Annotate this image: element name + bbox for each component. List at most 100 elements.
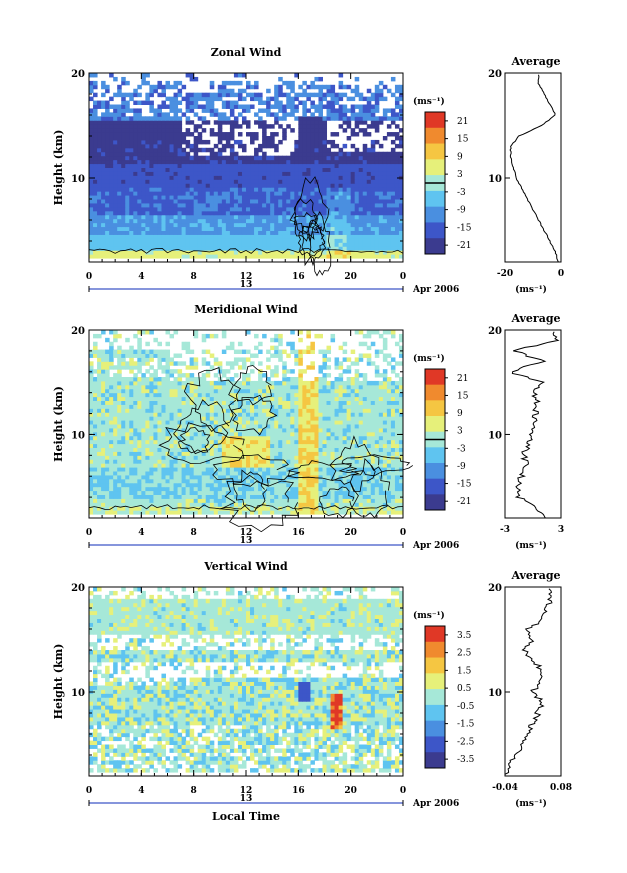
heatmap-cell <box>350 206 356 212</box>
heatmap-cell <box>197 230 203 235</box>
heatmap-cell <box>294 116 299 121</box>
heatmap-cell <box>266 124 271 129</box>
heatmap-cell <box>302 494 307 499</box>
heatmap-cell <box>197 439 203 445</box>
heatmap-cell <box>298 84 303 90</box>
heatmap-cell <box>121 250 126 255</box>
heatmap-cell <box>378 230 384 235</box>
heatmap-cell <box>125 238 130 243</box>
heatmap-cell <box>133 246 138 251</box>
heatmap-cell <box>382 451 388 456</box>
heatmap-cell <box>354 187 360 192</box>
heatmap-cell <box>117 128 122 133</box>
heatmap-cell <box>149 187 154 192</box>
heatmap-cell <box>185 242 191 247</box>
heatmap-cell <box>314 171 319 176</box>
heatmap-cell <box>125 250 130 255</box>
heatmap-cell <box>113 478 118 484</box>
heatmap-cell <box>233 191 239 196</box>
heatmap-cell <box>161 494 166 499</box>
heatmap-cell <box>93 218 98 224</box>
heatmap-cell <box>326 502 332 507</box>
heatmap-cell <box>121 108 126 113</box>
heatmap-cell <box>149 132 154 137</box>
heatmap-cell <box>229 443 235 448</box>
heatmap-cell <box>250 506 255 511</box>
heatmap-cell <box>258 191 263 196</box>
heatmap-cell <box>258 92 263 98</box>
heatmap-cell <box>185 226 191 231</box>
heatmap-cell <box>250 163 255 168</box>
heatmap-cell <box>201 159 207 165</box>
heatmap-cell <box>282 199 287 204</box>
heatmap-cell <box>266 490 271 495</box>
heatmap-cell <box>161 455 166 460</box>
heatmap-cell <box>229 202 235 208</box>
heatmap-cell <box>358 226 364 231</box>
heatmap-cell <box>342 238 348 243</box>
heatmap-cell <box>374 124 380 129</box>
heatmap-cell <box>270 467 275 472</box>
heatmap-cell <box>318 427 323 433</box>
heatmap-cell <box>177 202 183 208</box>
heatmap-cell <box>370 459 376 464</box>
heatmap-cell <box>358 510 364 515</box>
heatmap-cell <box>137 191 142 196</box>
heatmap-cell <box>193 502 199 507</box>
heatmap-cell <box>314 482 319 488</box>
heatmap-cell <box>326 100 332 105</box>
heatmap-cell <box>386 210 392 216</box>
heatmap-cell <box>213 439 219 445</box>
heatmap-cell <box>342 199 348 204</box>
heatmap-cell <box>145 139 150 145</box>
heatmap-cell <box>370 250 376 255</box>
heatmap-cell <box>266 171 271 176</box>
heatmap-cell <box>322 214 328 220</box>
heatmap-cell <box>386 424 392 429</box>
heatmap-cell <box>262 136 267 141</box>
heatmap-cell <box>197 242 203 247</box>
heatmap-cell <box>165 80 171 86</box>
heatmap-cell <box>189 439 195 445</box>
heatmap-cell <box>334 471 340 476</box>
heatmap-cell <box>177 183 183 188</box>
heatmap-cell <box>314 108 319 113</box>
heatmap-cell <box>358 175 364 180</box>
heatmap-cell <box>330 187 336 192</box>
heatmap-cell <box>382 159 388 165</box>
heatmap-cell <box>290 80 295 86</box>
heatmap-cell <box>93 439 98 445</box>
heatmap-cell <box>137 218 142 224</box>
heatmap-cell <box>149 222 154 228</box>
heatmap-cell <box>254 163 259 168</box>
heatmap-cell <box>362 128 368 133</box>
heatmap-cell <box>173 451 179 456</box>
heatmap-cell <box>225 510 231 515</box>
heatmap-cell <box>298 128 303 133</box>
heatmap-cell <box>137 254 142 259</box>
heatmap-cell <box>201 478 207 484</box>
heatmap-cell <box>149 226 154 231</box>
heatmap-cell <box>141 222 146 228</box>
heatmap-cell <box>181 242 187 247</box>
heatmap-cell <box>213 108 219 113</box>
heatmap-cell <box>298 163 303 168</box>
heatmap-cell <box>398 108 404 113</box>
heatmap-cell <box>370 120 376 125</box>
heatmap-cell <box>374 88 380 94</box>
heatmap-cell <box>201 482 207 488</box>
heatmap-cell <box>233 218 239 224</box>
heatmap-cell <box>177 482 183 488</box>
heatmap-cell <box>185 128 191 133</box>
heatmap-cell <box>326 171 332 176</box>
heatmap-cell <box>101 183 106 188</box>
heatmap-cell <box>217 151 223 157</box>
heatmap-cell <box>193 238 199 243</box>
heatmap-cell <box>153 490 158 495</box>
heatmap-cell <box>250 214 255 220</box>
heatmap-cell <box>149 242 154 247</box>
heatmap-cell <box>205 175 211 180</box>
heatmap-cell <box>89 443 94 448</box>
heatmap-cell <box>229 250 235 255</box>
heatmap-cell <box>378 443 384 448</box>
